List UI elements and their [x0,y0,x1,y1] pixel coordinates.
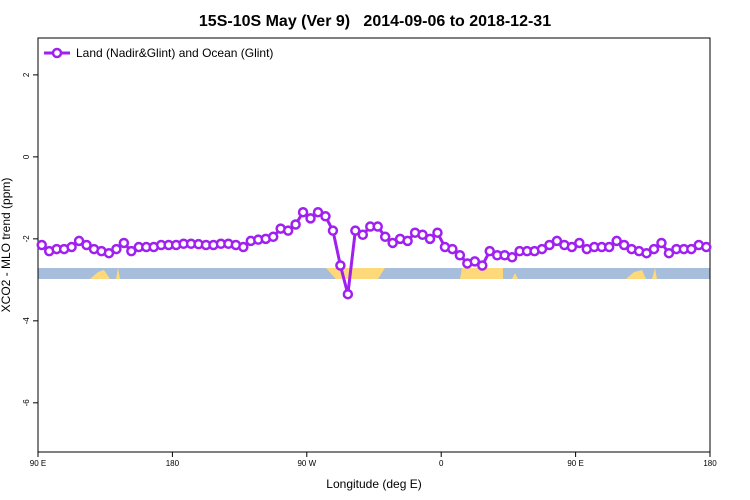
data-point [618,239,630,251]
data-point [350,225,361,236]
data-point [417,229,428,241]
data-point [379,231,391,243]
y-tick-label: -6 [22,399,31,407]
data-point [290,219,301,230]
data-point [126,245,137,257]
data-point [118,237,130,249]
data-point [641,247,652,259]
y-tick-label: 0 [22,154,31,159]
data-point [238,241,249,253]
data-point [611,235,622,247]
x-tick-label: 0 [439,459,444,468]
data-point [320,211,331,222]
data-point [506,252,518,263]
x-tick-label: 90 W [297,459,316,468]
data-point [603,241,615,253]
data-point [424,233,436,245]
data-point [66,241,77,253]
legend-item: Land (Nadir&Glint) and Ocean (Glint) [44,46,273,60]
data-point [297,206,309,218]
data-point [357,229,369,241]
data-point [81,239,92,251]
data-point [663,247,675,259]
x-tick-label: 180 [703,459,717,468]
data-point [36,239,47,251]
data-point [551,235,563,247]
data-point [282,225,294,236]
legend-label: Land (Nadir&Glint) and Ocean (Glint) [76,46,273,60]
data-point [312,206,324,218]
data-point [686,243,697,255]
data-point [305,213,316,224]
x-tick-label: 180 [166,459,180,468]
y-tick-label: -4 [22,317,31,325]
data-point [469,256,481,267]
y-tick-label: -2 [22,235,31,243]
data-point [327,225,339,236]
data-point [372,221,383,232]
y-tick-label: 2 [22,72,31,77]
data-point [447,243,458,255]
data-point [536,243,548,255]
data-point [402,235,413,247]
data-point [701,241,712,253]
data-point [73,235,85,247]
data-point [566,241,578,253]
data-point [454,249,466,261]
data-point [387,237,398,249]
x-tick-label: 90 E [567,459,583,468]
x-axis-label: Longitude (deg E) [326,477,421,491]
data-point [103,247,115,259]
data-point [477,260,488,271]
data-point [656,237,667,249]
x-tick-label: 90 E [30,459,46,468]
data-point [342,288,354,300]
surface-strip [38,268,710,279]
data-point [267,231,279,243]
chart-title: 15S-10S May (Ver 9) 2014-09-06 to 2018-1… [199,13,551,30]
data-point [484,245,495,257]
data-point [335,260,346,271]
data-point [544,239,555,251]
y-axis-label: XCO2 - MLO trend (ppm) [0,178,13,313]
data-point [111,243,122,255]
data-point [648,243,660,255]
legend-marker [51,47,63,59]
data-point [574,237,585,249]
data-point [432,227,443,238]
